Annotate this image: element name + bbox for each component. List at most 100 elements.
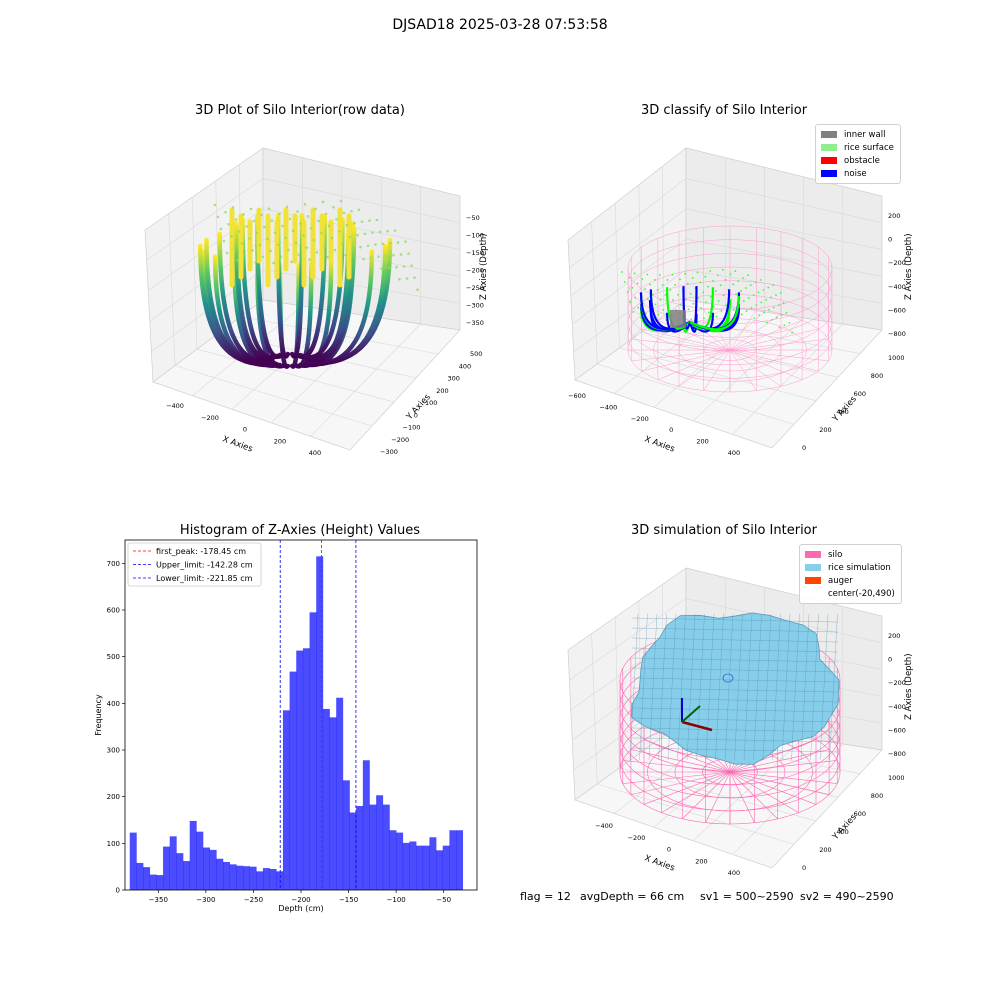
cls-y-tick-label: 400: [836, 408, 848, 416]
cls-rice-surface-point: [768, 308, 770, 311]
raw-y-tick-label: 0: [414, 411, 418, 419]
cls-rice-surface-point: [777, 304, 780, 307]
cls-rice-surface-point: [788, 322, 791, 324]
raw-surface-point: [381, 242, 385, 246]
cls-rice-surface-point: [747, 274, 749, 277]
cls-rice-surface-point: [629, 301, 632, 303]
cls-rice-surface-point: [689, 292, 692, 295]
cls-rice-surface-point: [657, 313, 660, 316]
raw-surface-point: [296, 210, 299, 213]
cls-rice-surface-point: [783, 324, 786, 327]
raw-surface-point: [303, 202, 307, 206]
rice-mesh-line: [631, 727, 839, 733]
raw-surface-point: [291, 229, 295, 233]
raw-surface-point: [299, 222, 302, 225]
raw-surface-point: [258, 243, 262, 247]
cls-rice-surface-point: [628, 276, 631, 279]
raw-surface-point: [284, 236, 287, 240]
cls-rice-surface-point: [686, 282, 689, 285]
raw-surface-point: [231, 206, 235, 209]
histogram-bar: [196, 831, 204, 890]
cls-rice-surface-point: [775, 316, 778, 319]
raw-data-curve: [297, 258, 334, 368]
raw-surface-point: [374, 243, 377, 246]
histogram-bar: [402, 842, 410, 890]
cls-rice-surface-point: [747, 297, 750, 299]
raw-surface-point: [270, 219, 274, 222]
raw-y-tick-label: −200: [391, 436, 409, 444]
classify-legend-label: obstacle: [844, 155, 880, 166]
classify-legend-label: rice surface: [844, 142, 894, 153]
rice-mesh-line: [753, 613, 762, 761]
histogram-bar: [269, 869, 277, 890]
raw-surface-point: [290, 260, 293, 264]
cls-rice-surface-point: [636, 282, 639, 285]
raw-surface-point: [263, 225, 266, 229]
raw-surface-point: [309, 226, 313, 230]
rice-mesh-line: [715, 613, 724, 761]
rice-mesh-line: [631, 647, 839, 653]
histogram-y-tick-label: 0: [116, 887, 120, 895]
raw-surface-point: [312, 238, 316, 242]
histogram-bar: [456, 830, 464, 890]
raw-surface-point: [392, 253, 395, 257]
histogram-bar: [129, 832, 137, 890]
raw-surface-point: [252, 219, 256, 223]
raw-surface-point: [266, 237, 269, 241]
raw-surface-point: [384, 254, 388, 258]
classify-legend-swatch: [821, 157, 837, 164]
cls-rice-surface-point: [633, 272, 636, 275]
sim-x-tick-label: 0: [667, 846, 671, 854]
raw-y-tick-label: 300: [448, 375, 460, 383]
cls-rice-surface-point: [734, 270, 737, 272]
raw-z-tick-label: −150: [466, 249, 484, 257]
cls-rice-surface-point: [720, 310, 723, 312]
cls-rice-surface-point: [626, 291, 629, 293]
cls-rice-surface-point: [742, 300, 745, 302]
raw-surface-point: [362, 257, 365, 261]
cls-rice-surface-point: [721, 268, 724, 271]
sim-z-tick-label: −400: [888, 703, 906, 711]
rice-mesh-line: [631, 637, 839, 643]
sv1-text: sv1 = 500~2590: [700, 890, 794, 903]
sim-z-tick-label: 0: [888, 656, 892, 664]
cls-rice-surface-point: [753, 317, 756, 319]
raw-surface-point: [234, 218, 238, 221]
histogram-bar: [336, 697, 344, 890]
cls-rice-surface-point: [725, 304, 728, 307]
histogram-bar: [249, 866, 257, 890]
raw-surface-point: [386, 229, 389, 233]
cls-z-tick-label: −200: [888, 259, 906, 267]
sim-x-tick-label: −400: [595, 822, 613, 830]
cls-rice-surface-point: [732, 283, 735, 286]
cls-y-tick-label: 0: [802, 444, 806, 452]
cls-rice-surface-point: [715, 315, 718, 318]
cls-rice-surface-point: [772, 284, 775, 287]
rice-mesh-line: [631, 737, 839, 743]
histogram-bar: [276, 871, 284, 890]
raw-surface-point: [398, 277, 401, 281]
cls-rice-surface-point: [757, 291, 760, 294]
histogram-bar: [309, 612, 317, 890]
raw-surface-point: [323, 243, 326, 247]
auger-axis-y: [681, 705, 701, 723]
raw-surface-point: [326, 255, 329, 259]
histogram-bar: [369, 804, 377, 890]
cls-rice-surface-point: [759, 278, 762, 281]
cls-rice-surface-point: [703, 317, 705, 320]
raw-surface-point: [269, 249, 272, 253]
classify-legend-entry: obstacle: [821, 154, 894, 167]
rice-mesh-line: [810, 613, 819, 761]
histogram-bar: [229, 864, 237, 890]
raw-surface-point: [371, 231, 374, 234]
sim-y-tick-label: 800: [871, 792, 883, 800]
raw-surface-point: [230, 235, 233, 238]
classify-legend-entry: rice surface: [821, 141, 894, 154]
rice-mesh-line: [631, 697, 839, 703]
raw-surface-point: [333, 248, 337, 252]
cls-rice-surface-point: [714, 290, 717, 292]
